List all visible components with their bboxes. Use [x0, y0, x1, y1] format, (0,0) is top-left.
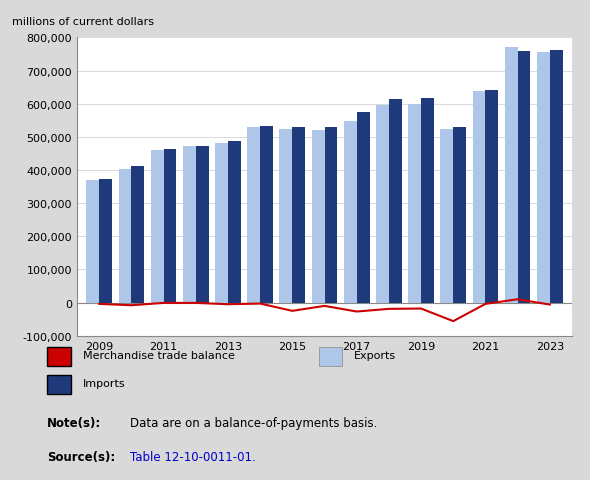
Bar — [86, 181, 99, 303]
Bar — [119, 169, 132, 303]
Bar — [150, 151, 163, 303]
Bar — [247, 128, 260, 303]
Bar — [344, 121, 357, 303]
Bar — [260, 127, 273, 303]
Bar — [228, 142, 241, 303]
Bar — [292, 128, 305, 303]
FancyBboxPatch shape — [47, 347, 71, 366]
Bar — [389, 100, 402, 303]
Bar — [196, 147, 209, 303]
Bar — [486, 91, 499, 303]
Bar — [163, 150, 176, 303]
Bar — [504, 48, 517, 303]
Bar — [376, 106, 389, 303]
Bar — [324, 128, 337, 303]
Text: Note(s):: Note(s): — [47, 416, 101, 429]
Bar — [312, 131, 325, 303]
FancyBboxPatch shape — [319, 347, 342, 366]
Bar — [183, 147, 196, 303]
Bar — [132, 167, 145, 303]
Bar — [215, 144, 228, 303]
Bar — [440, 129, 453, 303]
Bar — [537, 53, 550, 303]
Bar — [421, 99, 434, 303]
Bar — [453, 128, 466, 303]
Text: Exports: Exports — [354, 350, 396, 360]
Text: Merchandise trade balance: Merchandise trade balance — [83, 350, 234, 360]
Text: Imports: Imports — [83, 378, 125, 388]
Bar — [517, 52, 530, 303]
Bar — [280, 129, 292, 303]
Text: millions of current dollars: millions of current dollars — [12, 16, 154, 26]
Text: Data are on a balance-of-payments basis.: Data are on a balance-of-payments basis. — [130, 416, 377, 429]
Bar — [99, 180, 112, 303]
Bar — [550, 50, 563, 303]
Bar — [408, 105, 421, 303]
Bar — [357, 112, 369, 303]
Text: Table 12-10-0011-01.: Table 12-10-0011-01. — [130, 450, 255, 464]
Bar — [473, 92, 486, 303]
Text: Source(s):: Source(s): — [47, 450, 116, 464]
FancyBboxPatch shape — [47, 375, 71, 394]
